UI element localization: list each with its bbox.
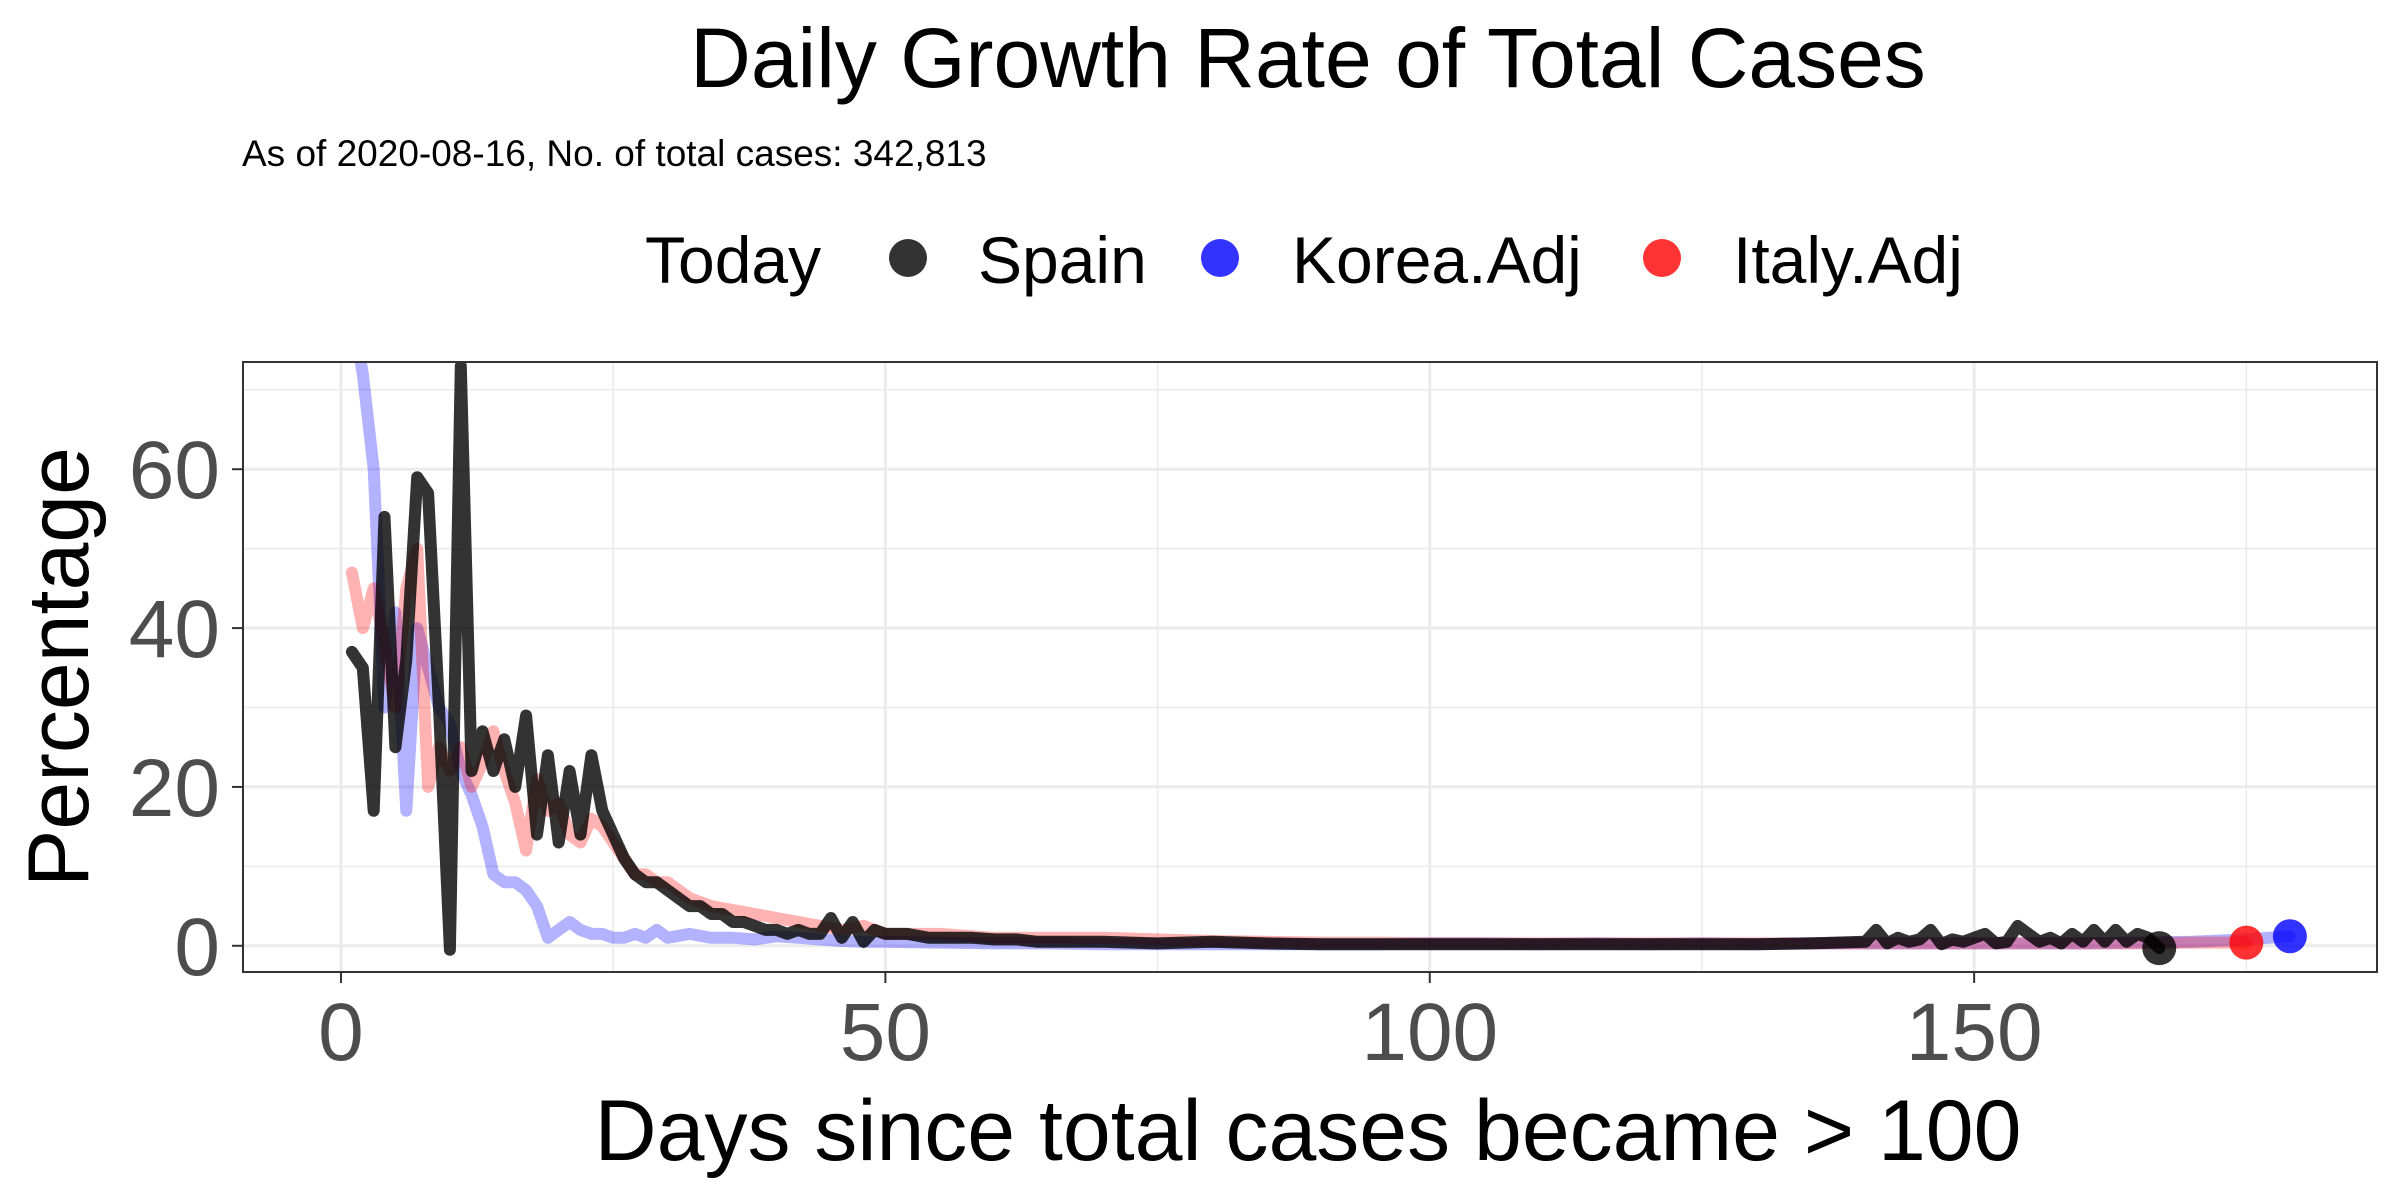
legend-marker-korea-adj — [1201, 239, 1239, 277]
legend-marker-italy-adj — [1643, 239, 1681, 277]
plot-area — [242, 361, 2378, 973]
legend-marker-spain — [889, 239, 927, 277]
legend-title: Today — [645, 223, 821, 297]
x-axis: 0 50 100 150 — [318, 972, 2043, 1078]
legend-label-spain: Spain — [978, 223, 1147, 297]
x-tick-label: 150 — [1906, 987, 2043, 1078]
y-axis: 0 20 40 60 — [129, 425, 243, 993]
y-tick-label: 40 — [129, 584, 220, 675]
panel-border — [242, 361, 2378, 973]
endpoint-marker-italy-adj — [2229, 925, 2264, 960]
x-tick-label: 100 — [1361, 987, 1498, 1078]
legend-label-italy-adj: Italy.Adj — [1733, 223, 1963, 297]
y-axis-title: Percentage — [11, 447, 107, 887]
x-tick-label: 0 — [318, 987, 364, 1078]
x-tick-label: 50 — [840, 987, 931, 1078]
chart-subtitle: As of 2020-08-16, No. of total cases: 34… — [242, 133, 987, 174]
endpoint-marker-korea-adj — [2272, 919, 2307, 954]
legend-label-korea-adj: Korea.Adj — [1292, 223, 1582, 297]
chart-title: Daily Growth Rate of Total Cases — [690, 11, 1926, 105]
minor-grid — [243, 362, 2377, 972]
y-tick-label: 0 — [174, 902, 220, 993]
x-axis-title: Days since total cases became > 100 — [595, 1083, 2022, 1179]
endpoint-markers — [2142, 919, 2307, 966]
series-line-spain — [345, 362, 2166, 956]
panel-background — [243, 362, 2377, 972]
y-tick-label: 20 — [129, 743, 220, 834]
legend: Today Spain Korea.Adj Italy.Adj — [645, 223, 1963, 297]
y-tick-label: 60 — [129, 425, 220, 516]
series-lines — [345, 362, 2296, 956]
endpoint-marker-spain — [2142, 931, 2177, 966]
